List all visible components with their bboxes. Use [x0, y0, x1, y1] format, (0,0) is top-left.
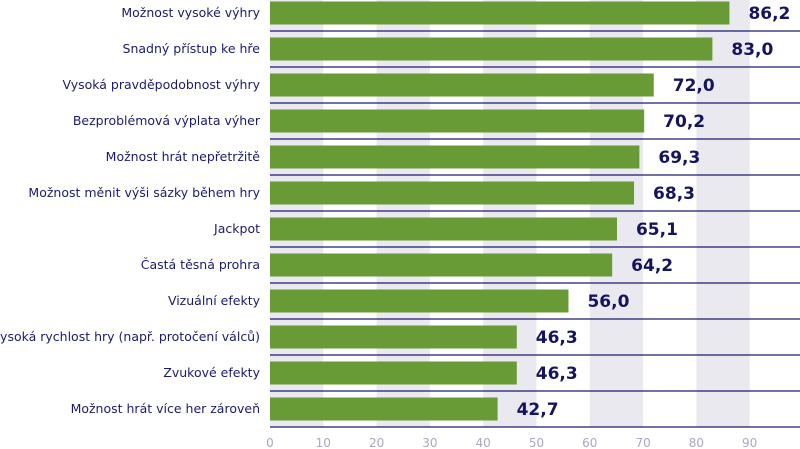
value-label: 70,2: [663, 112, 705, 132]
value-label: 65,1: [636, 220, 678, 240]
x-tick-label: 80: [689, 436, 704, 449]
bar: [270, 397, 498, 421]
x-tick-label: 10: [316, 436, 331, 449]
x-tick-label: 20: [369, 436, 384, 449]
bar: [270, 37, 713, 61]
category-label: Možnost hrát více her zároveň: [71, 401, 260, 416]
value-label: 86,2: [748, 4, 790, 24]
bar: [270, 73, 654, 97]
category-label: Možnost měnit výši sázky během hry: [28, 185, 260, 200]
x-tick-label: 50: [529, 436, 544, 449]
value-label: 69,3: [658, 148, 700, 168]
value-label: 56,0: [587, 292, 629, 312]
bar: [270, 109, 645, 133]
value-label: 64,2: [631, 256, 673, 276]
category-label: Vysoká pravděpodobnost výhry: [63, 77, 261, 92]
grid-band: [483, 0, 537, 427]
x-tick-label: 40: [476, 436, 491, 449]
value-label: 83,0: [731, 40, 773, 60]
category-label: Bezproblémová výplata výher: [73, 113, 261, 128]
value-label: 46,3: [536, 328, 578, 348]
value-label: 42,7: [517, 400, 559, 420]
category-label: Možnost vysoké výhry: [121, 5, 260, 20]
x-tick-label: 70: [635, 436, 650, 449]
category-label: Zvukové efekty: [163, 365, 260, 380]
category-label: Snadný přístup ke hře: [123, 41, 261, 56]
value-label: 46,3: [536, 364, 578, 384]
x-tick-label: 90: [742, 436, 757, 449]
grid-band: [696, 0, 750, 427]
x-tick-label: 30: [422, 436, 437, 449]
bar: [270, 253, 613, 277]
category-label: Častá těsná prohra: [141, 257, 260, 272]
x-tick-label: 0: [266, 436, 274, 449]
grid-band: [589, 0, 644, 427]
bar: [270, 1, 730, 25]
value-label: 72,0: [673, 76, 715, 96]
bar: [270, 217, 617, 241]
category-label: Vizuální efekty: [168, 293, 261, 308]
category-label: Možnost hrát nepřetržitě: [106, 149, 261, 164]
category-label: Vysoká rychlost hry (např. protočení vál…: [0, 329, 260, 344]
x-tick-label: 60: [582, 436, 597, 449]
bar: [270, 361, 517, 385]
grid-band: [270, 0, 324, 427]
bar: [270, 325, 517, 349]
bar: [270, 181, 635, 205]
value-label: 68,3: [653, 184, 695, 204]
grid-band: [376, 0, 430, 427]
bar: [270, 145, 640, 169]
category-label: Jackpot: [213, 221, 260, 236]
bar: [270, 289, 569, 313]
